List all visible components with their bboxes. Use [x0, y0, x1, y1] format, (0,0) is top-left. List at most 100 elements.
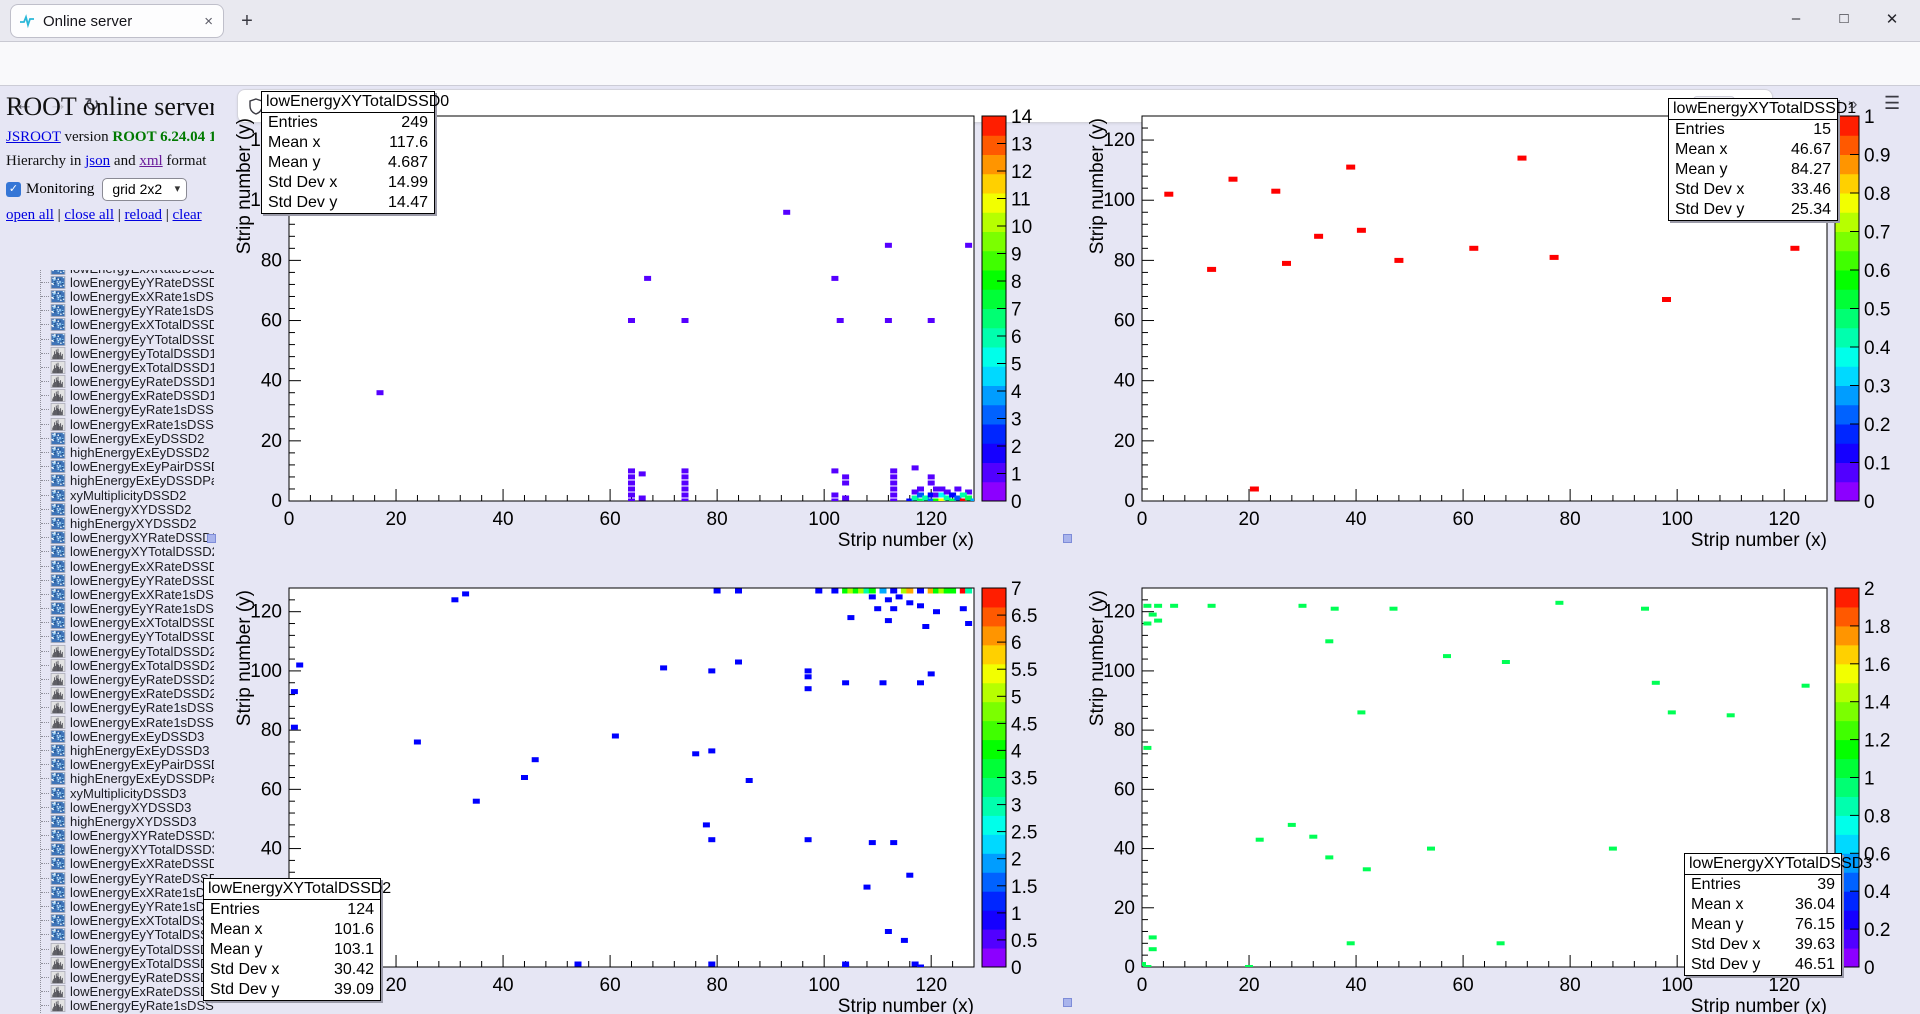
- window-minimize-button[interactable]: –: [1791, 10, 1801, 27]
- tree-item-lowEnergyExEyDSSD2[interactable]: lowEnergyExEyDSSD2: [0, 431, 214, 446]
- tree-item-lowEnergyExXRateDSSD1[interactable]: lowEnergyExXRateDSSD1: [0, 270, 214, 276]
- tree-item-lowEnergyEyRate1sDSSD2[interactable]: lowEnergyEyRate1sDSSD2: [0, 700, 214, 715]
- stat-box-title: lowEnergyXYTotalDSSD0: [262, 92, 449, 113]
- tree-item-lowEnergyEyYRateDSSD2[interactable]: lowEnergyEyYRateDSSD2: [0, 573, 214, 588]
- tree-item-highEnergyExEyDSSD3[interactable]: highEnergyExEyDSSD3: [0, 743, 214, 758]
- tree-item-lowEnergyEyRate1sDSSD1[interactable]: lowEnergyEyRate1sDSSD1: [0, 402, 214, 417]
- reload-link[interactable]: reload: [124, 207, 162, 223]
- tree-item-lowEnergyExXRate1sDSSD1[interactable]: lowEnergyExXRate1sDSSD1: [0, 289, 214, 304]
- tree-connector: [41, 679, 49, 681]
- tree-item-xyMultiplicityDSSD3[interactable]: xyMultiplicityDSSD3: [0, 786, 214, 801]
- color-scale[interactable]: 0 0.2 0.4 0.6 0.8 1 1.2 1.4 1.6 1.8 2: [1834, 579, 1891, 979]
- tree-item-highEnergyXYDSSD3[interactable]: highEnergyXYDSSD3: [0, 814, 214, 829]
- color-scale[interactable]: 0 0.5 1 1.5 2 2.5 3 3.5 4 4.5 5 5.5 6 6.5 7: [981, 579, 1037, 979]
- close-all-link[interactable]: close all: [64, 207, 114, 223]
- svg-text:0: 0: [1137, 509, 1148, 530]
- overflow-menu-icon[interactable]: »: [1848, 94, 1858, 113]
- tree-item-lowEnergyEyRateDSSD2[interactable]: lowEnergyEyRateDSSD2: [0, 672, 214, 687]
- stat-box-lowEnergyXYTotalDSSD2[interactable]: lowEnergyXYTotalDSSD2 Entries 124 Mean x 101…: [203, 878, 391, 1001]
- tree-item-highEnergyExEyDSSDPair3[interactable]: highEnergyExEyDSSDPair3: [0, 771, 214, 786]
- pad-resize-handle[interactable]: [1063, 998, 1072, 1007]
- tab-close-icon[interactable]: ×: [204, 12, 213, 30]
- tree-item-lowEnergyExXTotalDSSD2[interactable]: lowEnergyExXTotalDSSD2: [0, 615, 214, 630]
- tree-item-lowEnergyExXRateDSSD3[interactable]: lowEnergyExXRateDSSD3: [0, 856, 214, 871]
- tree-item-lowEnergyEyYTotalDSSD1[interactable]: lowEnergyEyYTotalDSSD1: [0, 332, 214, 347]
- browser-tab[interactable]: Online server ×: [10, 4, 224, 38]
- clear-link[interactable]: clear: [172, 207, 202, 223]
- pad-resize-handle[interactable]: [207, 534, 216, 543]
- tree-item-lowEnergyExXTotalDSSD3[interactable]: lowEnergyExXTotalDSSD3: [0, 913, 214, 928]
- tree-item-lowEnergyExEyPairDSSD3[interactable]: lowEnergyExEyPairDSSD3: [0, 757, 214, 772]
- tree-item-lowEnergyEyRateDSSD1[interactable]: lowEnergyEyRateDSSD1: [0, 374, 214, 389]
- tree-item-lowEnergyExEyPairDSSD2[interactable]: lowEnergyExEyPairDSSD2: [0, 459, 214, 474]
- jsroot-link[interactable]: JSROOT: [6, 129, 61, 145]
- tree-item-lowEnergyExRate1sDSSD1[interactable]: lowEnergyExRate1sDSSD1: [0, 417, 214, 432]
- tree-item-lowEnergyEyYTotalDSSD3[interactable]: lowEnergyEyYTotalDSSD3: [0, 927, 214, 942]
- layout-select[interactable]: grid 2x2 ▾: [102, 178, 188, 201]
- tree-item-lowEnergyExTotalDSSD3[interactable]: lowEnergyExTotalDSSD3: [0, 956, 214, 971]
- tree-item-highEnergyExEyDSSD2[interactable]: highEnergyExEyDSSD2: [0, 445, 214, 460]
- tree-item-label: lowEnergyEyYRate1sDSSD2: [70, 601, 214, 617]
- tree-item-lowEnergyXYDSSD3[interactable]: lowEnergyXYDSSD3: [0, 800, 214, 815]
- tree-item-lowEnergyExRate1sDSSD2[interactable]: lowEnergyExRate1sDSSD2: [0, 715, 214, 730]
- tree-item-lowEnergyExRateDSSD1[interactable]: lowEnergyExRateDSSD1: [0, 388, 214, 403]
- tree-item-lowEnergyXYRateDSSD2[interactable]: lowEnergyXYRateDSSD2: [0, 530, 214, 545]
- xml-link[interactable]: xml: [139, 153, 163, 169]
- tree-item-lowEnergyEyYTotalDSSD2[interactable]: lowEnergyEyYTotalDSSD2: [0, 629, 214, 644]
- tree-item-xyMultiplicityDSSD2[interactable]: xyMultiplicityDSSD2: [0, 488, 214, 503]
- forward-button[interactable]: →: [48, 94, 68, 115]
- tree-item-lowEnergyEyYRateDSSD1[interactable]: lowEnergyEyYRateDSSD1: [0, 275, 214, 290]
- color-scale[interactable]: 0 0.1 0.2 0.3 0.4 0.5 0.6 0.7 0.8 0.9 1: [1834, 107, 1891, 513]
- tree-item-lowEnergyXYTotalDSSD2[interactable]: lowEnergyXYTotalDSSD2: [0, 544, 214, 559]
- tree-item-lowEnergyEyTotalDSSD3[interactable]: lowEnergyEyTotalDSSD3: [0, 942, 214, 957]
- tree-item-lowEnergyExTotalDSSD2[interactable]: lowEnergyExTotalDSSD2: [0, 658, 214, 673]
- tree-connector: [41, 409, 49, 411]
- pad-resize-handle[interactable]: [1063, 534, 1072, 543]
- stat-value: 103.1: [333, 941, 374, 958]
- tree-item-lowEnergyExXTotalDSSD1[interactable]: lowEnergyExXTotalDSSD1: [0, 317, 214, 332]
- reload-button[interactable]: ↻: [84, 95, 100, 116]
- tree-item-lowEnergyExRateDSSD3[interactable]: lowEnergyExRateDSSD3: [0, 984, 214, 999]
- svg-text:0.8: 0.8: [1864, 806, 1890, 827]
- open-all-link[interactable]: open all: [6, 207, 54, 223]
- new-tab-button[interactable]: +: [241, 10, 253, 32]
- tree-item-lowEnergyEyYRate1sDSSD2[interactable]: lowEnergyEyYRate1sDSSD2: [0, 601, 214, 617]
- stat-box-lowEnergyXYTotalDSSD3[interactable]: lowEnergyXYTotalDSSD3 Entries 39 Mean x 36.0…: [1684, 853, 1872, 976]
- tree-item-lowEnergyExEyDSSD3[interactable]: lowEnergyExEyDSSD3: [0, 729, 214, 744]
- svg-text:1: 1: [1011, 904, 1022, 925]
- tree-item-lowEnergyExXRate1sDSSD3[interactable]: lowEnergyExXRate1sDSSD3: [0, 885, 214, 900]
- stat-box-lowEnergyXYTotalDSSD1[interactable]: lowEnergyXYTotalDSSD1 Entries 15 Mean x 46.6…: [1668, 98, 1856, 221]
- tree-item-lowEnergyXYTotalDSSD3[interactable]: lowEnergyXYTotalDSSD3: [0, 842, 214, 857]
- tree-item-lowEnergyExTotalDSSD1[interactable]: lowEnergyExTotalDSSD1: [0, 360, 214, 375]
- stat-label: Mean x: [210, 921, 263, 938]
- tree-item-lowEnergyXYRateDSSD3[interactable]: lowEnergyXYRateDSSD3: [0, 828, 214, 843]
- tree-item-label: highEnergyXYDSSD2: [70, 515, 197, 531]
- tree-item-lowEnergyEyTotalDSSD1[interactable]: lowEnergyEyTotalDSSD1: [0, 346, 214, 361]
- svg-text:7: 7: [1011, 300, 1022, 321]
- tree-item-lowEnergyEyTotalDSSD2[interactable]: lowEnergyEyTotalDSSD2: [0, 644, 214, 659]
- version-mid: version: [60, 129, 113, 145]
- hamburger-menu-icon[interactable]: ☰: [1884, 93, 1901, 113]
- tree-item-lowEnergyEyYRate1sDSSD3[interactable]: lowEnergyEyYRate1sDSSD3: [0, 899, 214, 914]
- json-link[interactable]: json: [85, 153, 111, 169]
- back-button[interactable]: ←: [14, 94, 34, 115]
- histogram-2d-icon: [50, 488, 66, 502]
- tree-item-lowEnergyXYDSSD2[interactable]: lowEnergyXYDSSD2: [0, 502, 214, 517]
- tree-item-highEnergyXYDSSD2[interactable]: highEnergyXYDSSD2: [0, 515, 214, 531]
- tree-item-lowEnergyEyRateDSSD3[interactable]: lowEnergyEyRateDSSD3: [0, 970, 214, 985]
- window-maximize-button[interactable]: □: [1839, 10, 1849, 27]
- tree-item-lowEnergyExXRateDSSD2[interactable]: lowEnergyExXRateDSSD2: [0, 559, 214, 574]
- tree-item-lowEnergyEyYRate1sDSSD1[interactable]: lowEnergyEyYRate1sDSSD1: [0, 303, 214, 318]
- tree-item-highEnergyExEyDSSDPair2[interactable]: highEnergyExEyDSSDPair2: [0, 473, 214, 488]
- stat-box-lowEnergyXYTotalDSSD0[interactable]: lowEnergyXYTotalDSSD0 Entries 249 Mean x 117…: [261, 91, 449, 214]
- tree-item-lowEnergyExRateDSSD2[interactable]: lowEnergyExRateDSSD2: [0, 686, 214, 701]
- window-close-button[interactable]: ✕: [1885, 11, 1899, 28]
- tree-item-lowEnergyExXRate1sDSSD2[interactable]: lowEnergyExXRate1sDSSD2: [0, 587, 214, 602]
- monitoring-checkbox[interactable]: ✓: [6, 182, 21, 197]
- tree-item-lowEnergyEyYRateDSSD3[interactable]: lowEnergyEyYRateDSSD3: [0, 871, 214, 886]
- svg-text:100: 100: [1103, 661, 1135, 682]
- tree-item-lowEnergyEyRate1sDSSD3[interactable]: lowEnergyEyRate1sDSSD3: [0, 998, 214, 1013]
